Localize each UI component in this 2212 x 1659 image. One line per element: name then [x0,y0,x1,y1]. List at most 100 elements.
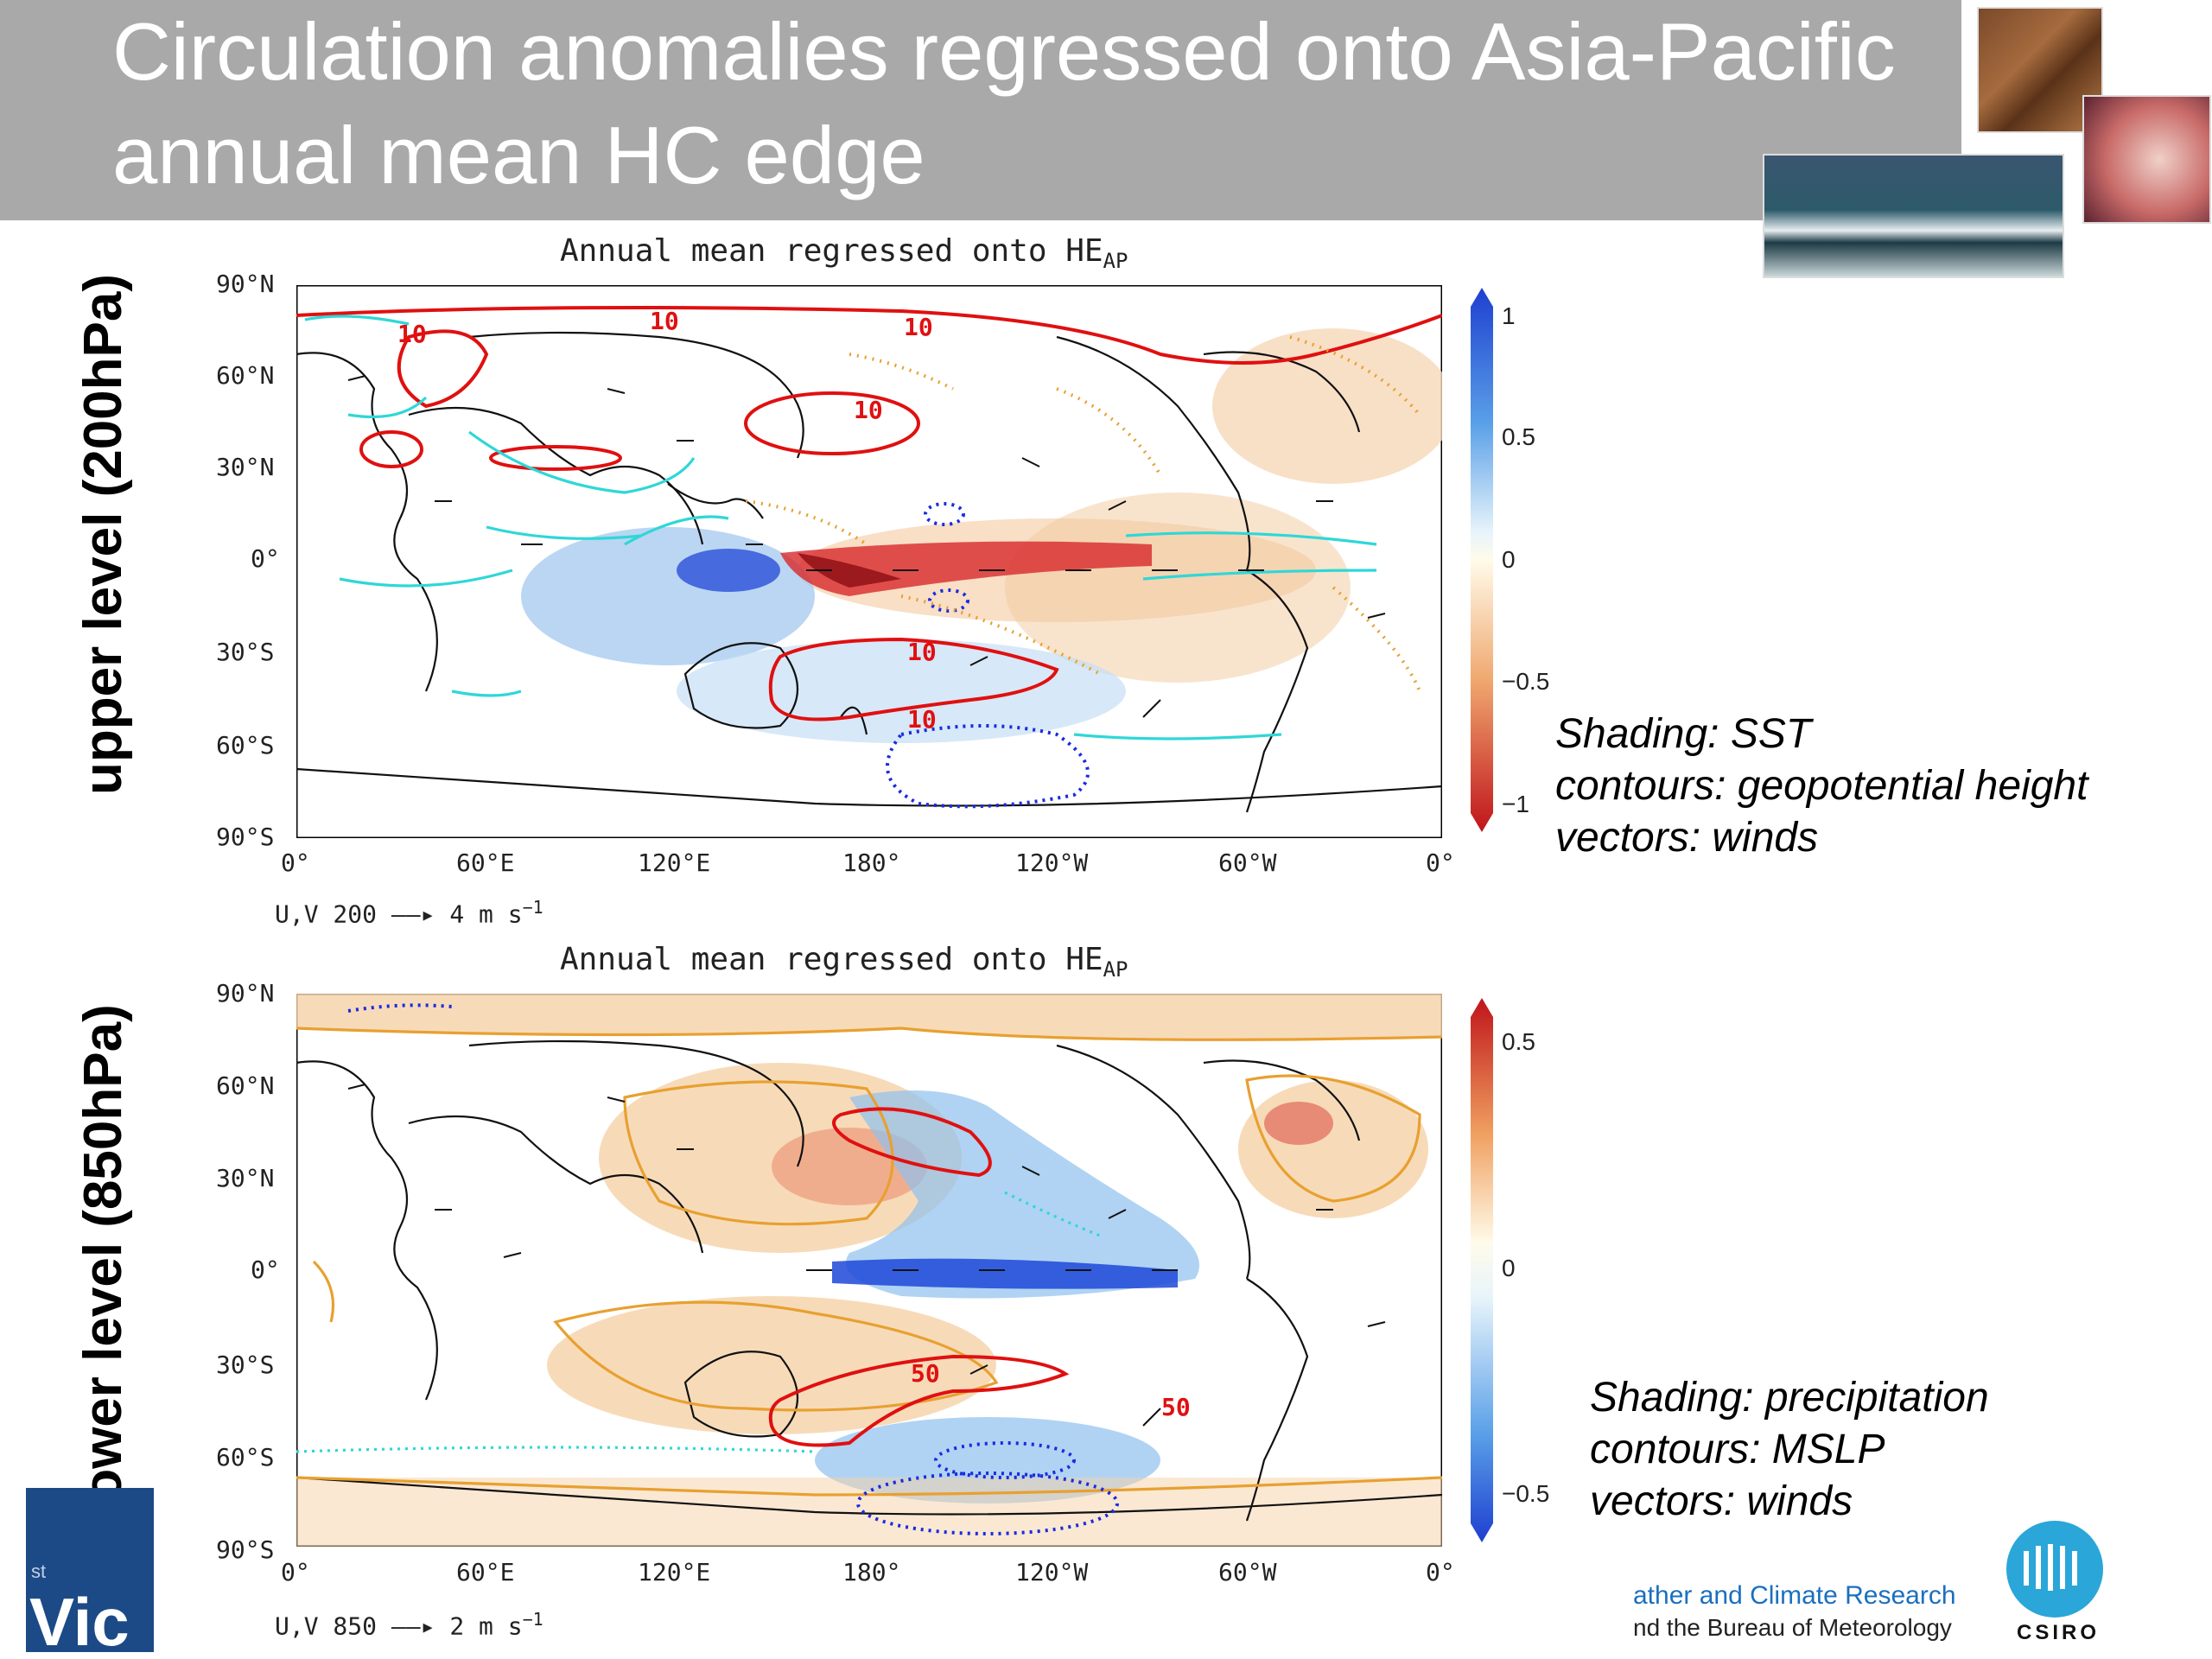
panel1-vector-key: U,V 200 ——▸ 4 m s−1 [275,897,543,928]
panel1-xtick: 60°E [456,849,515,877]
panel1-cbar-tick: 1 [1502,302,1516,329]
wave-photo [1763,154,2064,278]
panel2-colorbar [1471,998,1493,1542]
panel1-ytick: 0° [251,544,280,573]
panel1-ytick: 60°S [216,731,275,760]
panel1-title-main: Annual mean regressed onto HE [560,233,1103,269]
panel1-map [296,285,1442,838]
csiro-logo [2006,1521,2103,1618]
panel2-ytick: 60°S [216,1443,275,1471]
panel1-contour-label: 10 [854,396,883,424]
footer-line1: ather and Climate Research [1633,1581,1956,1610]
panel2-contour-label: 50 [1161,1393,1191,1421]
panel1-contour-label: 10 [650,307,679,335]
panel1-ytick: 60°N [216,361,275,390]
precip-blue-pac [846,1090,1199,1299]
cracked-earth-photo [1977,7,2103,133]
panel1-note-vectors: vectors: winds [1555,815,1819,861]
panel1-title-sub: AP [1103,249,1128,274]
panel1-vector-key-exp: −1 [522,897,543,918]
panel1-xtick: 120°W [1015,849,1089,877]
panel2-xtick: 0° [281,1558,310,1586]
panel2-title: Annual mean regressed onto HEAP [560,942,1128,982]
pos-contours [296,306,1442,721]
panel2-vector-key-exp: −1 [522,1609,543,1630]
panel2-vector-key: U,V 850 ——▸ 2 m s−1 [275,1609,543,1640]
panel1-xtick: 60°W [1218,849,1277,877]
orange-contours [296,1027,1442,1497]
panel2-ytick: 30°N [216,1164,275,1192]
pos-contours [768,1107,1070,1447]
wind-vectors [347,1084,1386,1427]
panel2-xtick: 180° [842,1558,901,1586]
panel2-ytick: 60°N [216,1071,275,1100]
cyan-dotted [296,1191,1101,1453]
panel1-contour-label: 10 [397,320,427,348]
panel1-contour-label: 10 [907,705,937,734]
panel2-ytick: 30°S [216,1351,275,1379]
panel2-ytick: 90°N [216,979,275,1007]
panel1-colorbar [1471,288,1493,832]
panel1-xtick: 180° [842,849,901,877]
title-bar [0,0,1961,220]
panel1-xtick: 120°E [638,849,711,877]
cyan-contours [304,315,1377,741]
coastlines [296,331,1442,813]
panel1-ytick: 90°N [216,270,275,298]
panel2-note-contours: contours: MSLP [1590,1427,1885,1472]
panel2-map [296,994,1442,1547]
panel2-ytick: 90°S [216,1535,275,1564]
panel2-cbar-tick: −0.5 [1502,1480,1550,1507]
panel2-xtick: 60°W [1218,1558,1277,1586]
panel1-cbar-tick: −0.5 [1502,668,1550,695]
panel1-contour-label: 10 [907,638,937,666]
panel2-vector-key-prefix: U,V 850 [275,1611,378,1641]
victoria-logo-small: st [31,1560,47,1582]
vector-key-arrow-icon: ——▸ [391,1611,450,1641]
panel2-contour-label: 50 [911,1359,940,1388]
precip-wet-north [296,994,1442,1040]
panel1-vector-key-value: 4 m s [449,899,523,929]
panel2-note-shading: Shading: precipitation [1590,1375,1989,1421]
panel2-cbar-tick: 0 [1502,1255,1516,1281]
cloud-photo [2082,95,2211,224]
panel2-vector-key-value: 2 m s [449,1611,523,1641]
lower-level-label: lower level (850hPa) [73,1004,133,1516]
csiro-logo-mark-icon [2024,1544,2077,1591]
panel2-cbar-tick: 0.5 [1502,1028,1535,1055]
panel1-cbar-tick: −1 [1502,791,1529,817]
panel2-xtick: 120°W [1015,1558,1089,1586]
panel1-ytick: 30°N [216,453,275,481]
panel1-ytick: 30°S [216,638,275,666]
sst-cool-core [677,549,780,592]
footer-line2: nd the Bureau of Meteorology [1633,1614,1952,1641]
panel2-xtick: 0° [1426,1558,1455,1586]
sst-warm-atlantic [1212,328,1442,484]
panel1-cbar-tick: 0.5 [1502,423,1535,450]
panel2-notes: Shading: precipitation contours: MSLP ve… [1590,1372,1989,1528]
panel1-notes: Shading: SST contours: geopotential heig… [1555,709,2088,864]
panel2-ytick: 0° [251,1255,280,1284]
victoria-logo-text: Vic [29,1584,130,1652]
panel2-title-sub: AP [1103,957,1128,982]
precip-wet-atl [1238,1080,1428,1218]
upper-level-label: upper level (200hPa) [73,273,133,795]
panel1-ytick: 90°S [216,823,275,851]
coastlines [296,1039,1442,1522]
vector-key-arrow-icon: ——▸ [391,899,450,929]
panel1-xtick: 0° [1426,849,1455,877]
panel2-xtick: 60°E [456,1558,515,1586]
panel1-contour-label: 10 [904,313,933,341]
panel1-cbar-tick: 0 [1502,546,1516,573]
panel2-title-main: Annual mean regressed onto HE [560,942,1103,977]
wind-vectors [347,375,1386,718]
panel2-xtick: 120°E [638,1558,711,1586]
precip-dry-south [547,1296,996,1434]
panel1-xtick: 0° [281,849,310,877]
panel1-note-contours: contours: geopotential height [1555,763,2088,809]
panel1-vector-key-prefix: U,V 200 [275,899,378,929]
neg-contours [347,1003,1119,1535]
orange-dotted [745,335,1421,692]
panel1-note-shading: Shading: SST [1555,711,1812,757]
csiro-wordmark: CSIRO [2017,1621,2101,1644]
